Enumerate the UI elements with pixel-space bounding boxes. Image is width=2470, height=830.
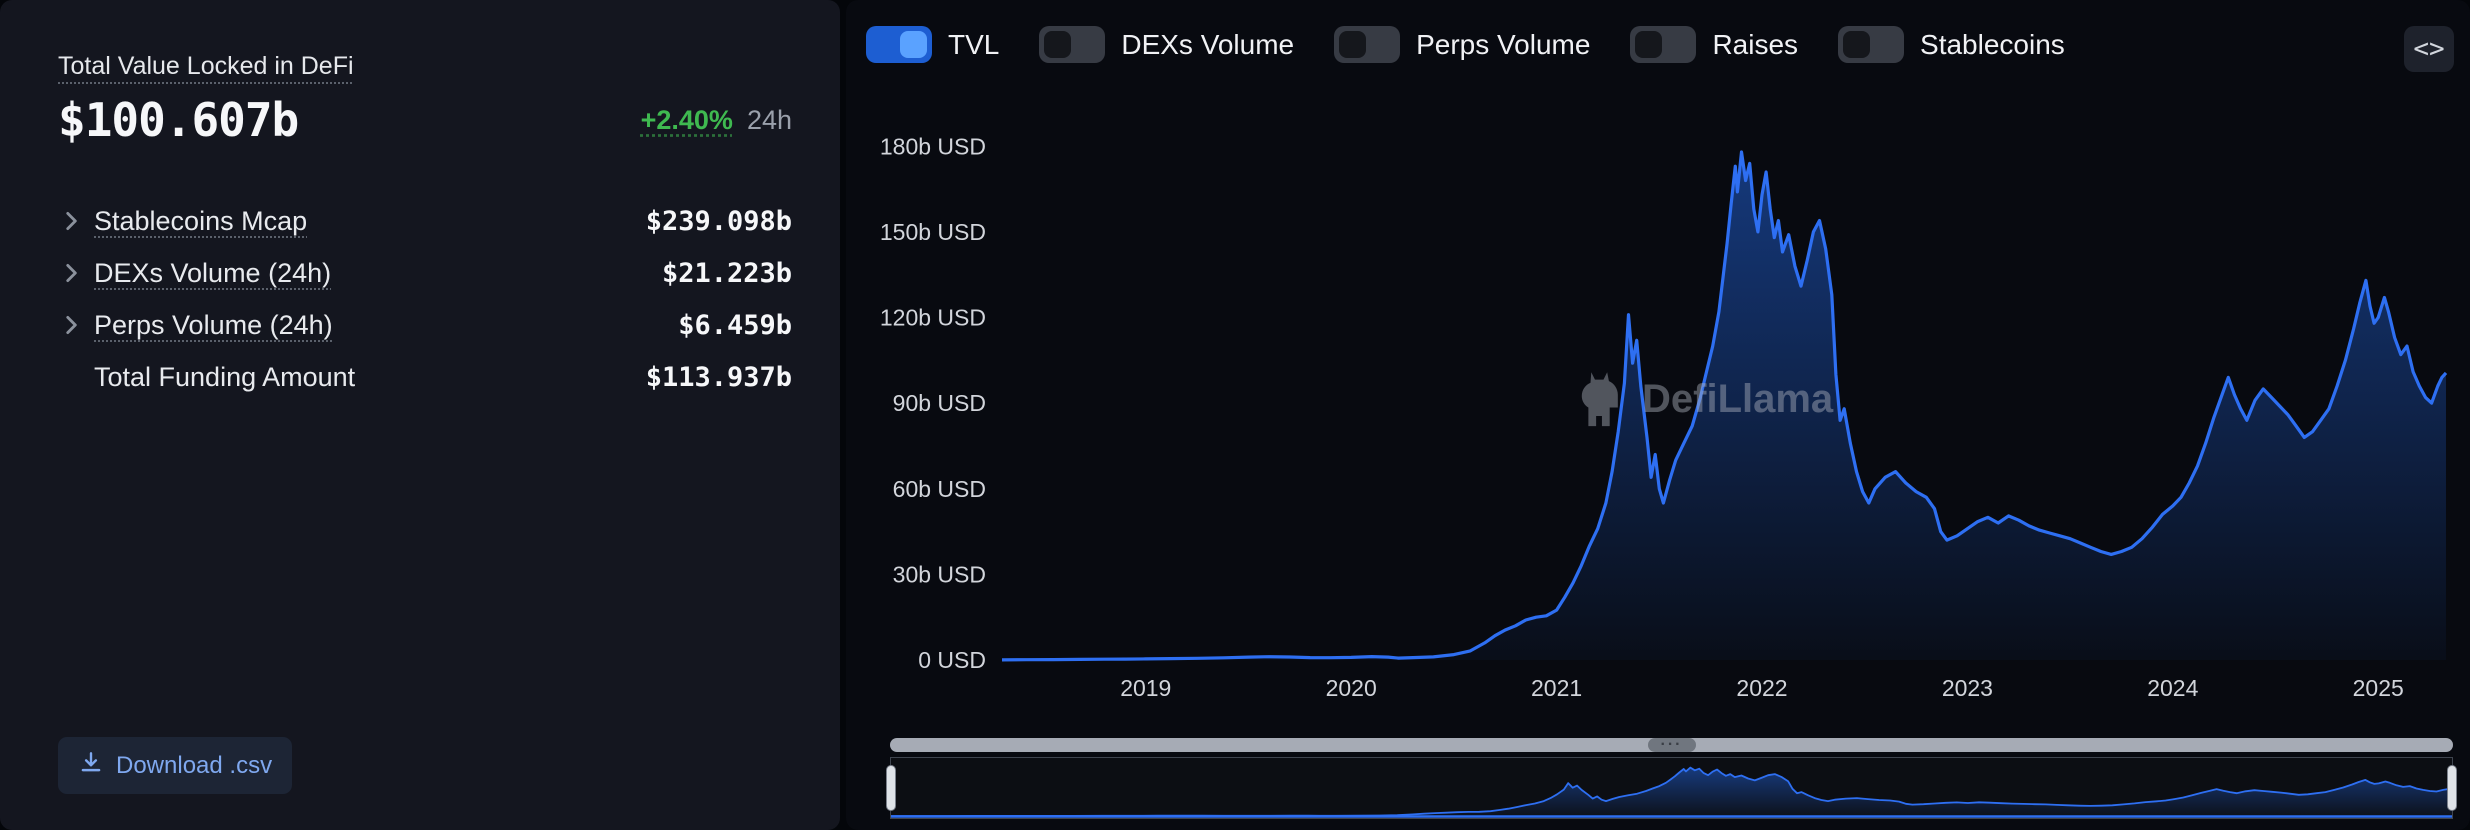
metric-row-total-funding: Total Funding Amount $113.937b [58,351,792,403]
x-axis-label: 2024 [2147,675,2198,701]
metric-label[interactable]: DEXs Volume (24h) [94,257,332,288]
metric-label[interactable]: Perps Volume (24h) [94,309,333,340]
raises-switch[interactable] [1630,26,1697,63]
x-axis-label: 2020 [1326,675,1377,701]
x-axis-label: 2019 [1120,675,1171,701]
y-axis-label: 30b USD [893,561,986,587]
metric-value: $21.223b [661,257,792,289]
toggle-stablecoins[interactable]: Stablecoins [1838,26,2065,63]
switch-knob [1843,31,1871,58]
metrics-list: Stablecoins Mcap $239.098b DEXs Volume (… [58,195,792,403]
switch-knob [1339,31,1367,58]
toggle-raises[interactable]: Raises [1630,26,1798,63]
chart-brush[interactable] [886,757,2457,819]
y-axis-label: 120b USD [880,305,986,331]
switch-knob [1044,31,1072,58]
tvl-summary-panel: Total Value Locked in DeFi $100.607b +2.… [0,0,840,830]
embed-code-button[interactable]: <> [2404,26,2454,72]
chevron-right-icon [58,260,84,286]
x-axis-label: 2021 [1531,675,1582,701]
tvl-line [891,766,2452,817]
tvl-chart-panel: TVL DEXs Volume Perps Volume Raises Stab… [846,0,2470,830]
chevron-right-icon [58,208,84,234]
tvl-area-chart[interactable]: 0 USD 30b USD 60b USD 90b USD 120b USD 150b U… [852,108,2460,708]
toggle-perps-volume[interactable]: Perps Volume [1334,26,1590,63]
download-csv-button[interactable]: Download .csv [58,737,293,794]
toggle-label-dexs-volume: DEXs Volume [1121,28,1295,60]
download-icon [78,749,104,782]
brush-handle-right[interactable] [2447,765,2457,811]
tvl-headline-row: $100.607b +2.40% 24h [58,93,792,147]
scrollbar-thumb[interactable] [1647,738,1696,752]
page-title: Total Value Locked in DeFi [58,52,354,80]
toggle-label-tvl: TVL [948,28,1000,60]
dexs-volume-switch[interactable] [1039,26,1106,63]
x-axis-label: 2023 [1942,675,1993,701]
switch-knob [1635,31,1663,58]
metric-row-perps-volume[interactable]: Perps Volume (24h) $6.459b [58,299,792,351]
tvl-area [1002,152,2446,660]
tvl-switch[interactable] [866,26,932,63]
toggle-label-raises: Raises [1712,28,1799,60]
metric-value: $113.937b [645,361,792,393]
chart-zoom-scrollbar[interactable] [890,738,2453,752]
tvl-change: +2.40% 24h [641,105,792,136]
stablecoins-switch[interactable] [1838,26,1905,63]
toggle-label-perps-volume: Perps Volume [1416,28,1591,60]
download-csv-label: Download .csv [116,751,273,779]
chart-series-toggles: TVL DEXs Volume Perps Volume Raises Stab… [866,26,2065,63]
toggle-tvl[interactable]: TVL [866,26,999,63]
tvl-area [891,767,2452,816]
metric-row-dexs-volume[interactable]: DEXs Volume (24h) $21.223b [58,247,792,299]
tvl-line [1001,150,2448,662]
brush-mini-chart[interactable] [891,758,2452,818]
tvl-change-period: 24h [746,104,792,135]
toggle-dexs-volume[interactable]: DEXs Volume [1039,26,1294,63]
y-axis-label: 150b USD [880,219,986,245]
x-axis-label: 2025 [2353,675,2404,701]
metric-label: Total Funding Amount [94,361,356,392]
tvl-value: $100.607b [58,93,299,147]
toggle-label-stablecoins: Stablecoins [1920,28,2065,60]
y-axis-label: 180b USD [880,133,986,159]
y-axis-label: 90b USD [893,390,986,416]
metric-row-stablecoins-mcap[interactable]: Stablecoins Mcap $239.098b [58,195,792,247]
brush-handle-left[interactable] [886,765,896,811]
x-axis-label: 2022 [1736,675,1787,701]
metric-value: $6.459b [678,309,792,341]
switch-knob [900,31,927,58]
chevron-right-icon [58,312,84,338]
metric-label[interactable]: Stablecoins Mcap [94,205,308,236]
metric-value: $239.098b [645,205,792,237]
tvl-change-percent: +2.40% [640,104,733,135]
y-axis-label: 0 USD [918,647,986,673]
perps-volume-switch[interactable] [1334,26,1401,63]
y-axis-label: 60b USD [893,476,986,502]
